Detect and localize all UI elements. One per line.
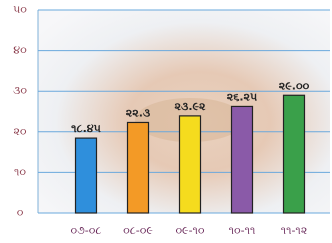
bar — [128, 122, 149, 213]
bar — [284, 95, 305, 213]
x-tick-label: ૧૦-૧૧ — [229, 224, 256, 237]
x-tick-label: ૦૭-૦૮ — [71, 224, 102, 237]
x-tick-label: ૦૮-૦૯ — [123, 224, 153, 237]
x-tick-label: ૧૧-૧૨ — [281, 224, 308, 237]
y-tick-label: ૨૦ — [13, 125, 26, 138]
value-label: ૧૮.૪૫ — [71, 122, 101, 135]
value-label: ૨૨.૩ — [126, 106, 151, 119]
value-label: ૨૩.૯૨ — [175, 100, 206, 113]
y-tick-label: ૫૦ — [13, 3, 27, 16]
y-tick-label: ૧૦ — [14, 165, 26, 178]
y-tick-label: ૩૦ — [13, 84, 27, 97]
bar — [180, 116, 201, 213]
value-label: ૨૬.૨૫ — [227, 90, 258, 103]
bar — [232, 106, 253, 213]
x-tick-label: ૦૯-૧૦ — [175, 224, 204, 237]
y-tick-label: ૦ — [17, 206, 24, 219]
bar — [76, 138, 97, 213]
value-label: ૨૯.૦૦ — [279, 79, 310, 92]
chart: ૦ ૧૦ ૨૦ ૩૦ ૪૦ ૫૦ ૦૭-૦૮ ૦૮-૦૯ ૦૯-૧૦ ૧૦-૧૧ ૧૧-૧૨ ૧૮.૪… — [0, 0, 332, 243]
y-tick-label: ૪૦ — [13, 44, 27, 57]
